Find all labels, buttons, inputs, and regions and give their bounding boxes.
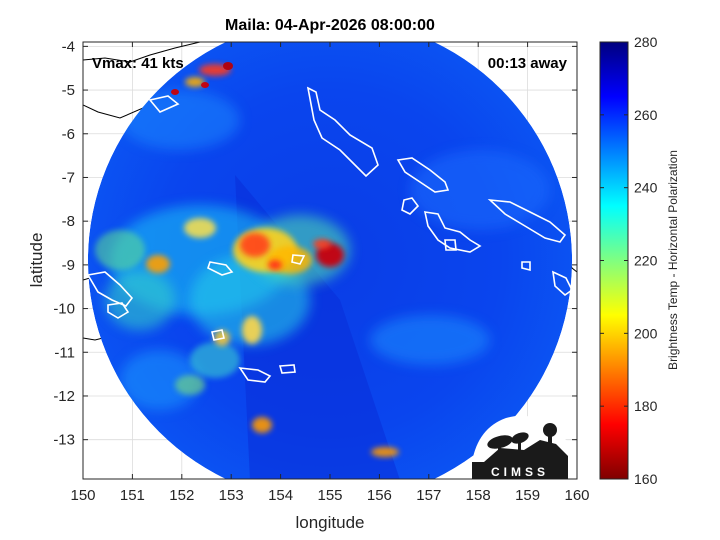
- x-tick-label: 155: [317, 487, 342, 504]
- colorbar-tick-label: 260: [634, 107, 658, 123]
- y-tick-label: -9: [62, 257, 75, 274]
- y-tick-label: -7: [62, 169, 75, 186]
- colorbar-tick-label: 280: [634, 34, 658, 50]
- x-tick-label: 154: [268, 487, 293, 504]
- y-tick-label: -8: [62, 213, 75, 230]
- y-tick-label: -10: [53, 301, 75, 318]
- x-tick-label: 153: [219, 487, 244, 504]
- x-tick-label: 152: [169, 487, 194, 504]
- y-tick-label: -12: [53, 388, 75, 405]
- cimss-logo: CIMSS: [472, 415, 568, 479]
- x-tick-label: 156: [367, 487, 392, 504]
- axis-ticks: [82, 42, 578, 479]
- colorbar-tick-label: 200: [634, 325, 658, 341]
- y-tick-label: -11: [54, 344, 75, 361]
- y-tick-label: -6: [62, 126, 75, 143]
- y-tick-label: -5: [62, 82, 75, 99]
- colorbar-ticks: 280 260 240 220 200 180 160: [600, 34, 658, 487]
- x-tick-label: 150: [70, 487, 95, 504]
- x-tick-label: 157: [416, 487, 441, 504]
- x-tick-label: 160: [564, 487, 589, 504]
- colorbar-tick-label: 220: [634, 253, 658, 269]
- data-layer: [83, 42, 577, 479]
- vmax-annotation: Vmax: 41 kts: [92, 55, 184, 72]
- cimss-logo-text: CIMSS: [491, 465, 549, 479]
- colorbar-tick-label: 240: [634, 180, 658, 196]
- x-axis-label: longitude: [295, 513, 364, 532]
- y-tick-label: -4: [62, 38, 75, 55]
- x-tick-label: 159: [515, 487, 540, 504]
- colorbar-tick-label: 160: [634, 471, 658, 487]
- y-axis-label: latitude: [27, 233, 46, 288]
- y-tick-label: -13: [53, 432, 75, 449]
- time-offset-annotation: 00:13 away: [488, 55, 568, 72]
- colorbar-tick-label: 180: [634, 398, 658, 414]
- island-coastlines: [86, 86, 574, 383]
- microwave-swath: [87, 42, 573, 479]
- chart-title: Maila: 04-Apr-2026 08:00:00: [225, 17, 435, 34]
- x-tick-label: 158: [466, 487, 491, 504]
- colorbar: [600, 42, 628, 479]
- y-tick-labels: -4 -5 -6 -7 -8 -9 -10 -11 -12 -13: [53, 38, 75, 448]
- x-tick-label: 151: [120, 487, 145, 504]
- colorbar-label: Brightness Temp - Horizontal Polarizatio…: [666, 150, 680, 370]
- x-tick-labels: 150 151 152 153 154 155 156 157 158 159 160: [70, 487, 589, 504]
